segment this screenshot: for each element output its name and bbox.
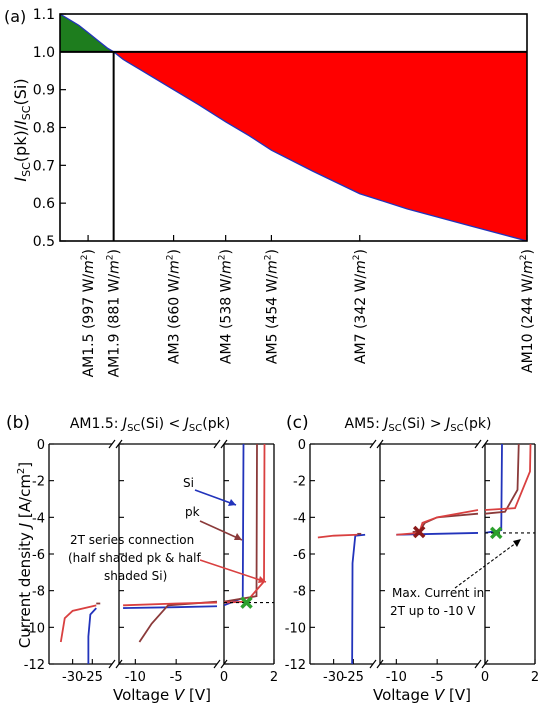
panel-b-title: AM1.5: JSC(Si) < JSC(pk) — [70, 416, 230, 434]
panel-b-x-axis-label: Voltage V [V] — [113, 686, 211, 704]
x-tick-label: 0 — [481, 670, 489, 685]
y-tick-label: 0 — [37, 438, 45, 453]
curve-si — [223, 443, 245, 607]
x-tick-label: -30 — [62, 670, 83, 685]
curve-pk — [484, 443, 520, 515]
x-tick-label: -5 — [170, 670, 183, 685]
annotation-2t-line2: (half shaded pk & half — [68, 551, 202, 565]
annotation-pk: pk — [185, 505, 200, 519]
annotation-pk-arrow — [199, 520, 243, 541]
curve-2t — [223, 443, 266, 604]
y-tick-label: -2 — [32, 475, 45, 490]
y-tick-label: -8 — [32, 585, 45, 600]
curve-2t — [396, 509, 479, 536]
x-tick-label: 2 — [531, 670, 539, 685]
panel-c: (c) AM5: JSC(Si) > JSC(pk) 0 -2 -4 -6 -8 -10 -… — [285, 413, 539, 704]
annotation-si-arrowhead — [228, 499, 236, 506]
y-tick-label: -4 — [293, 511, 306, 526]
operating-point-marker — [490, 526, 503, 540]
x-tick-label: 2 — [270, 670, 278, 685]
operating-point-marker — [240, 596, 253, 609]
annotation-max-current-line2: 2T up to -10 V — [390, 604, 476, 618]
annotation-2t-line1: 2T series connection — [70, 533, 194, 547]
x-tick-label: -5 — [431, 670, 444, 685]
x-tick-label: AM3 (660 W/m2) — [166, 249, 183, 364]
annotation-si-arrow — [194, 489, 237, 506]
panel-b-plot-area: 0 -2 -4 -6 -8 -10 -12 -30-25 -10 -5 0 2 Si pk 2T serie… — [24, 438, 278, 685]
y-tick-label: 0.7 — [33, 158, 55, 174]
x-tick-label: 0 — [220, 670, 228, 685]
annotation-2t-arrowhead — [258, 576, 266, 583]
x-tick-label: -10 — [125, 670, 146, 685]
annotation-pk-arrowhead — [234, 533, 242, 540]
y-tick-label: -8 — [293, 585, 306, 600]
annotation-max-current-arrowhead — [513, 539, 521, 547]
curve-si — [484, 443, 503, 534]
y-tick-label: -12 — [24, 658, 45, 673]
y-tick-label: -10 — [24, 621, 45, 636]
axis-break-mark — [369, 439, 377, 449]
panel-c-x-axis-label: Voltage V [V] — [373, 686, 471, 704]
curve-2t — [59, 604, 97, 643]
axis-break-mark — [474, 439, 482, 449]
ratio-line — [59, 13, 528, 242]
y-tick-label: 1.0 — [33, 45, 55, 61]
annotation-max-current-line1: Max. Current in — [392, 586, 484, 600]
curve-si — [123, 605, 218, 609]
curve-2t — [317, 533, 358, 539]
axis-break-mark — [213, 659, 221, 669]
y-tick-label: 1.1 — [33, 7, 55, 23]
panel-a-label: (a) — [4, 7, 26, 26]
panel-c-plot-area: 0 -2 -4 -6 -8 -10 -12 -30-25 -10 -5 0 2 Max. Current… — [285, 438, 539, 685]
axis-break-mark — [369, 659, 377, 669]
annotation-max-current-arrow — [454, 539, 521, 589]
panel-b: (b) AM1.5: JSC(Si) < JSC(pk) 0 -2 -4 -6 -8 -1… — [6, 413, 278, 704]
y-tick-label: -6 — [293, 548, 306, 563]
y-tick-label: -2 — [293, 475, 306, 490]
axis-break-mark — [108, 439, 116, 449]
annotation-2t-arrow — [199, 559, 267, 583]
axis-break-mark — [108, 659, 116, 669]
x-tick-label: AM4 (538 W/m2) — [218, 249, 235, 364]
curve-si — [87, 607, 97, 664]
panel-a: (a) 0.5 0.6 0.7 0.8 0.9 1.0 1.1 AM1.5 (997 W/m2… — [4, 7, 536, 377]
x-tick-label: -10 — [386, 670, 407, 685]
x-tick-label: AM1.5 (997 W/m2) — [80, 249, 97, 377]
x-tick-label: AM1.9 (881 W/m2) — [106, 249, 123, 377]
axis-break-mark — [213, 439, 221, 449]
panel-a-y-axis-label: ISC(pk)/ISC(Si) — [11, 78, 33, 181]
y-tick-label: 0.5 — [33, 234, 55, 250]
y-tick-label: 0.9 — [33, 83, 55, 99]
x-tick-label: -25 — [343, 670, 364, 685]
y-tick-label: 0 — [298, 438, 306, 453]
x-tick-label: AM10 (244 W/m2) — [519, 249, 536, 373]
curve-2t — [484, 443, 532, 511]
annotation-2t-line3: shaded Si) — [104, 569, 167, 583]
panel-c-title: AM5: JSC(Si) > JSC(pk) — [345, 416, 492, 434]
x-tick-label: AM5 (454 W/m2) — [263, 249, 280, 364]
x-tick-label: AM7 (342 W/m2) — [352, 249, 369, 364]
operating-point-marker — [412, 525, 426, 539]
x-tick-label: -25 — [82, 670, 103, 685]
curve-pk — [223, 443, 258, 603]
panel-b-y-axis-label: Current density J [A/cm2] — [16, 462, 34, 648]
y-tick-label: -4 — [32, 511, 45, 526]
x-tick-label: -30 — [323, 670, 344, 685]
curve-2t — [123, 601, 218, 607]
y-tick-label: 0.6 — [33, 196, 55, 212]
loss-area — [113, 51, 527, 242]
panel-b-label: (b) — [6, 413, 30, 433]
annotation-si: Si — [183, 476, 194, 490]
y-tick-label: -6 — [32, 548, 45, 563]
curve-si — [351, 533, 366, 665]
y-tick-label: -10 — [285, 621, 306, 636]
panel-c-label: (c) — [286, 413, 309, 433]
y-tick-label: -12 — [285, 658, 306, 673]
axis-break-mark — [474, 659, 482, 669]
panel-a-plot-area: 0.5 0.6 0.7 0.8 0.9 1.0 1.1 AM1.5 (997 W/m2) AM1… — [33, 7, 536, 377]
y-tick-label: 0.8 — [33, 121, 55, 137]
